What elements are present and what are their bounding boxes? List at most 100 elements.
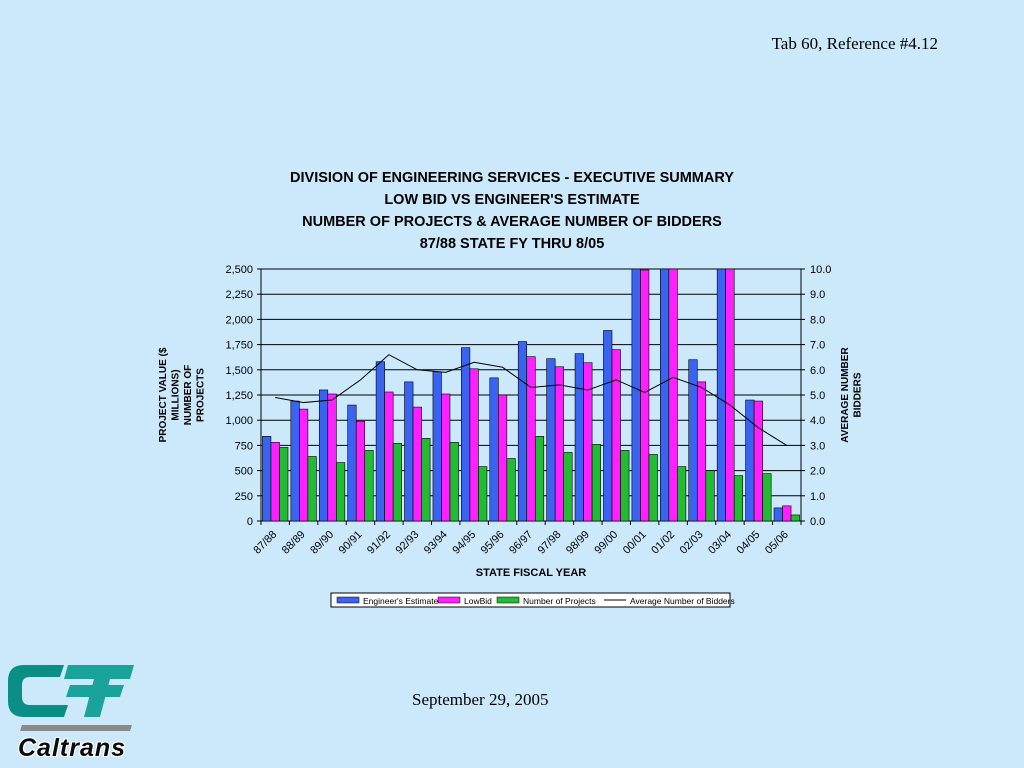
x-tick-label: 00/01 [621, 529, 649, 557]
y-tick-label-left: 0 [247, 516, 253, 528]
low-bid-bar [782, 505, 792, 522]
x-tick-label: 97/98 [536, 529, 564, 557]
y-tick-label-left: 250 [235, 491, 253, 503]
legend-box [330, 592, 731, 608]
x-tick-label: 05/06 [763, 529, 791, 557]
chart-title-line: NUMBER OF PROJECTS & AVERAGE NUMBER OF B… [302, 214, 722, 230]
number-of-projects-bar [478, 466, 488, 522]
number-of-projects-bar [790, 514, 800, 522]
footer-date: September 29, 2005 [412, 690, 549, 709]
number-of-projects-bar [705, 470, 715, 522]
y-tick-label-left: 2,000 [225, 314, 253, 326]
number-of-projects-bar [677, 466, 687, 522]
x-tick-label: 01/02 [649, 529, 677, 557]
number-of-projects-bar [733, 475, 744, 522]
y-axis-title-left: MILLIONS) [171, 369, 182, 420]
number-of-projects-bar [279, 447, 289, 522]
low-bid-bar [270, 442, 280, 522]
number-of-projects-bar [762, 473, 772, 522]
number-of-projects-bar [648, 454, 658, 522]
y-tick-label-right: 9.0 [810, 289, 825, 301]
number-of-projects-bar [364, 450, 374, 522]
x-tick-label: 90/91 [337, 529, 365, 557]
legend-swatch [336, 596, 360, 604]
x-tick-label: 92/93 [393, 529, 421, 557]
y-axis-title-right: BIDDERS [853, 372, 864, 417]
low-bid-bar [441, 393, 451, 522]
low-bid-bar [526, 356, 536, 522]
engineers-estimate-bar [603, 330, 613, 522]
low-bid-bar [753, 400, 763, 522]
engineers-estimate-bar [318, 389, 329, 522]
x-tick-label: 91/92 [365, 529, 393, 557]
engineers-estimate-bar [461, 347, 471, 522]
y-tick-label-right: 8.0 [810, 314, 825, 326]
number-of-projects-bar [449, 442, 459, 522]
average-bidders-line [275, 354, 788, 446]
x-axis-title: STATE FISCAL YEAR [476, 567, 586, 579]
y-tick-label-right: 5.0 [810, 390, 825, 402]
x-tick-label: 96/97 [507, 529, 535, 557]
engineers-estimate-bar [432, 371, 442, 522]
y-tick-label-left: 1,000 [225, 415, 253, 427]
y-tick-label-left: 1,500 [225, 365, 253, 377]
legend-swatch [496, 596, 520, 604]
low-bid-bar [327, 393, 337, 522]
x-tick-label: 88/89 [280, 529, 308, 557]
low-bid-bar [583, 362, 593, 522]
y-tick-label-right: 2.0 [810, 466, 825, 478]
engineers-estimate-bar [660, 268, 670, 522]
y-tick-label-right: 10.0 [810, 264, 831, 276]
legend-swatch [437, 596, 461, 604]
engineers-estimate-bar [716, 268, 726, 522]
y-tick-label-left: 1,250 [225, 390, 253, 402]
low-bid-bar [384, 391, 394, 522]
x-tick-label: 94/95 [450, 529, 478, 557]
y-axis-title-left: PROJECTS [196, 368, 207, 422]
engineers-estimate-bar [489, 377, 499, 522]
number-of-projects-bar [620, 450, 630, 522]
chart-title-line: 87/88 STATE FY THRU 8/05 [419, 236, 605, 252]
logo-text: Caltrans [18, 734, 127, 762]
low-bid-bar [725, 268, 735, 522]
number-of-projects-bar [506, 458, 516, 522]
number-of-projects-bar [421, 438, 431, 522]
caltrans-logo-icon [8, 665, 134, 731]
number-of-projects-bar [534, 436, 545, 522]
legend-label: Engineer's Estimate [363, 596, 439, 606]
engineers-estimate-bar [262, 436, 272, 522]
legend-label: Number of Projects [523, 596, 596, 606]
low-bid-bar [355, 420, 366, 522]
engineers-estimate-bar [404, 381, 414, 522]
y-tick-label-left: 2,250 [225, 289, 253, 301]
low-bid-bar [611, 349, 621, 522]
low-bid-bar [469, 368, 479, 522]
number-of-projects-bar [563, 452, 573, 522]
x-tick-label: 02/03 [678, 529, 706, 557]
low-bid-bar [299, 408, 309, 522]
x-tick-label: 03/04 [706, 529, 734, 557]
x-tick-label: 95/96 [479, 529, 507, 557]
x-tick-label: 87/88 [251, 529, 279, 557]
engineers-estimate-bar [347, 404, 357, 522]
low-bid-bar [498, 394, 508, 522]
reference-label: Tab 60, Reference #4.12 [771, 34, 938, 53]
legend-label: Average Number of Bidders [630, 596, 735, 606]
low-bid-bar [412, 406, 422, 522]
legend-label: LowBid [464, 596, 492, 606]
engineers-estimate-bar [517, 341, 528, 522]
engineers-estimate-bar [546, 358, 556, 522]
x-tick-label: 93/94 [422, 529, 450, 557]
x-tick-label: 89/90 [308, 529, 336, 557]
y-axis-title-left: PROJECT VALUE ($ [158, 347, 169, 442]
number-of-projects-bar [307, 456, 317, 522]
y-tick-label-right: 3.0 [810, 440, 825, 452]
y-tick-label-right: 0.0 [810, 516, 825, 528]
y-tick-label-left: 500 [235, 466, 253, 478]
number-of-projects-bar [336, 462, 346, 522]
y-tick-label-right: 7.0 [810, 340, 825, 352]
engineers-estimate-bar [375, 361, 385, 522]
low-bid-bar [696, 381, 707, 522]
y-tick-label-left: 1,750 [225, 340, 253, 352]
